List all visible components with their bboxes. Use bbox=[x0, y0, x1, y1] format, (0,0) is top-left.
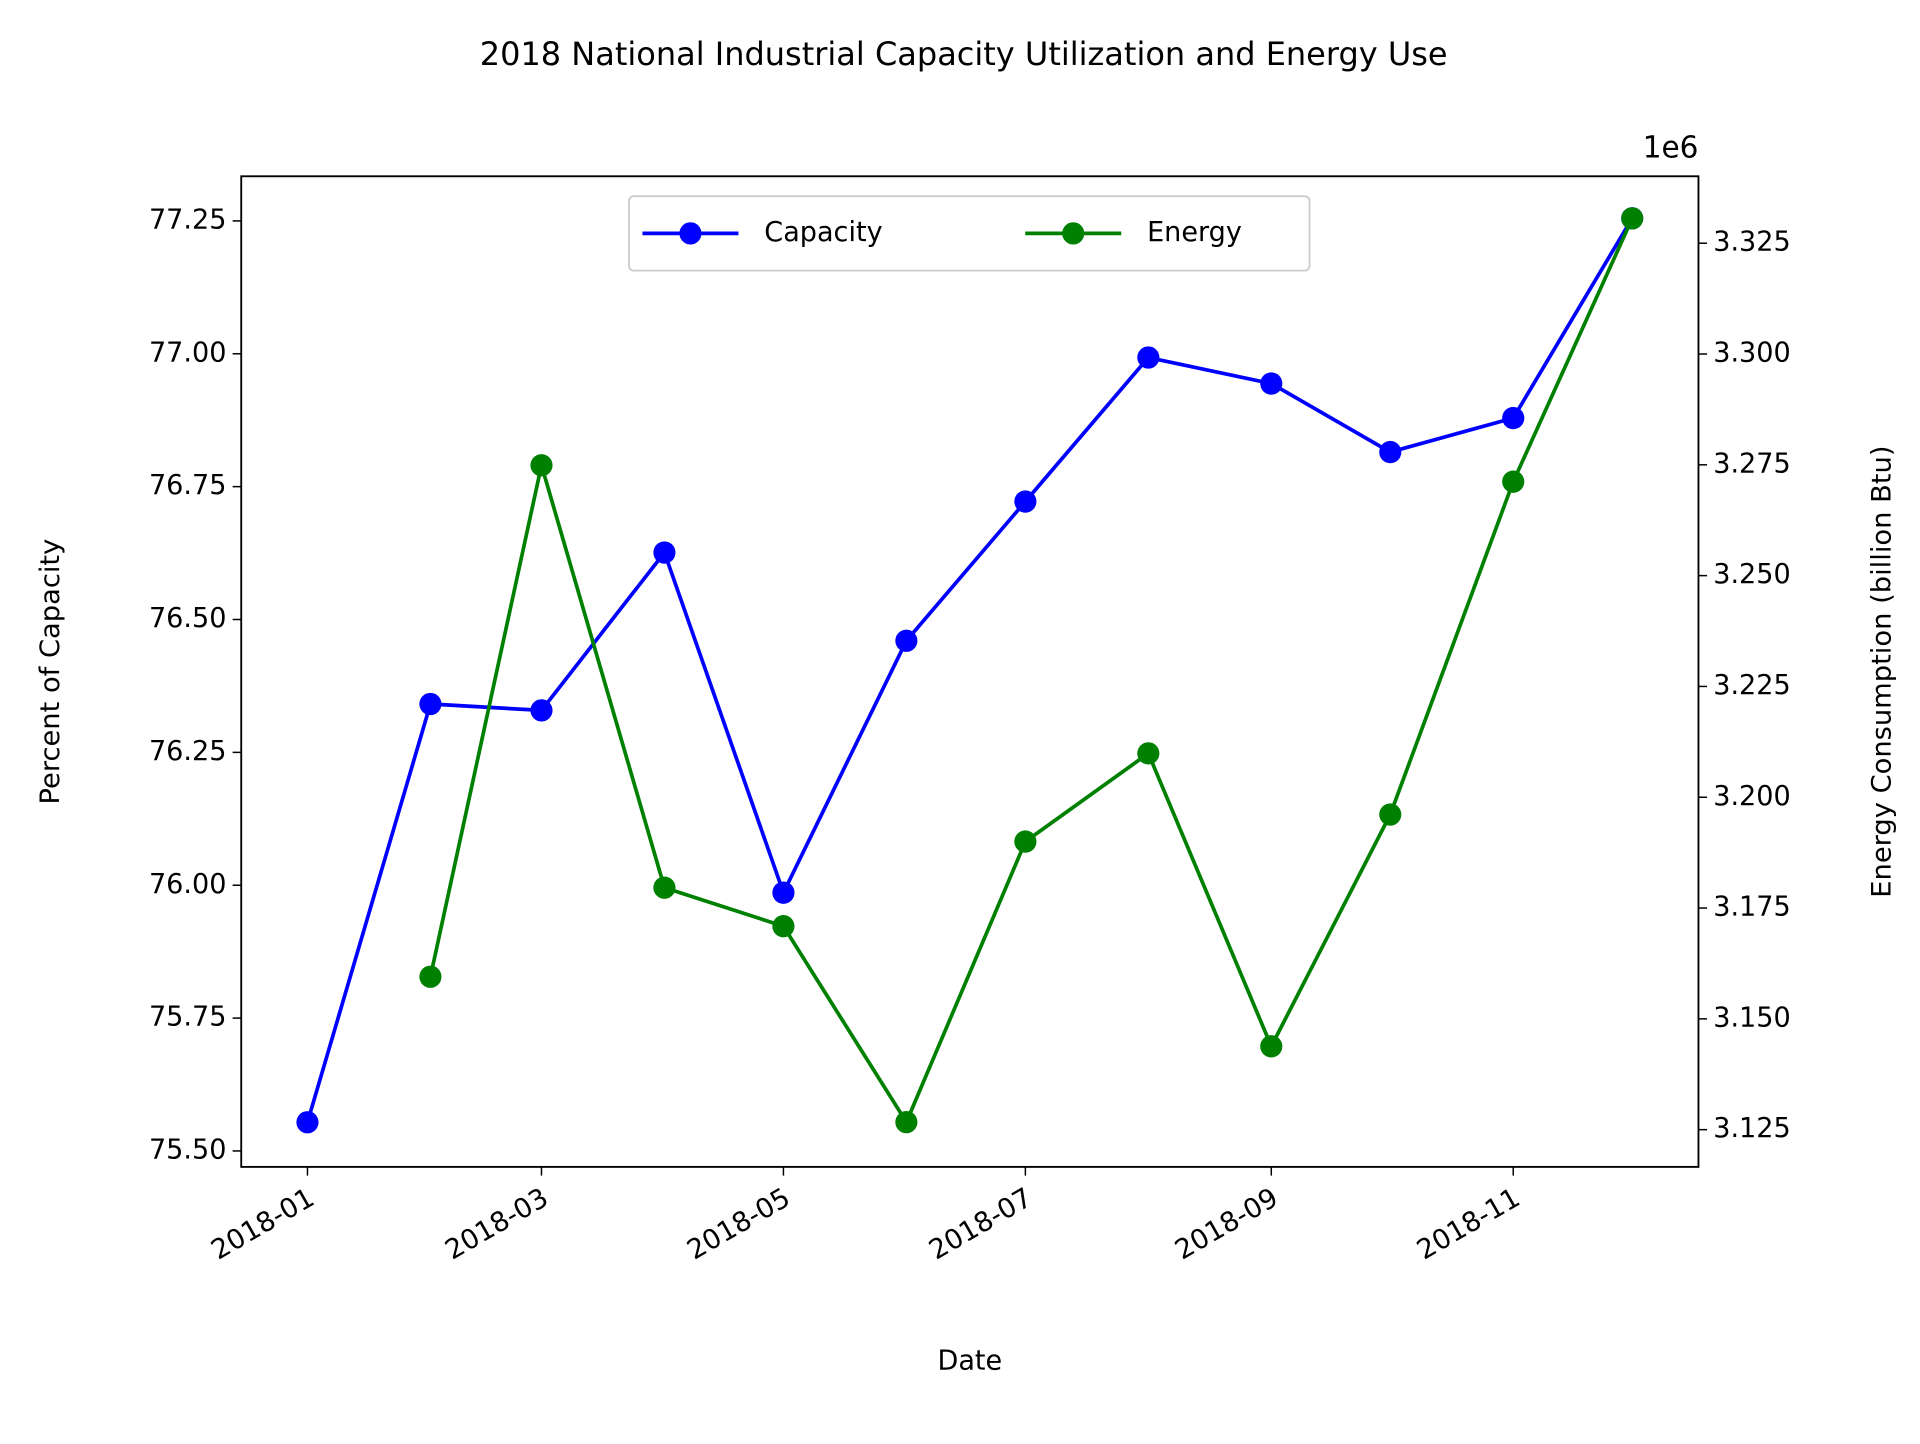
data-point bbox=[772, 881, 795, 904]
plot-frame bbox=[240, 175, 1700, 1168]
data-point bbox=[1014, 490, 1037, 513]
y2-tick-label: 3.150 bbox=[1713, 1002, 1791, 1033]
data-point bbox=[895, 1110, 918, 1134]
y2-tick-label: 3.300 bbox=[1713, 337, 1791, 368]
data-point bbox=[1379, 803, 1402, 826]
y-tick-label: 77.25 bbox=[149, 204, 227, 235]
y2-tick-label: 3.325 bbox=[1713, 227, 1791, 258]
chart-title: 2018 National Industrial Capacity Utiliz… bbox=[480, 35, 1448, 73]
data-point bbox=[1379, 440, 1402, 464]
x-tick-label: 2018-05 bbox=[682, 1182, 795, 1266]
data-point bbox=[653, 541, 676, 564]
data-point bbox=[1014, 830, 1037, 853]
x-tick-label: 2018-09 bbox=[1170, 1182, 1283, 1266]
series-line bbox=[305, 217, 1634, 1123]
y2-tick-label: 3.250 bbox=[1713, 559, 1791, 590]
y-tick-label: 76.25 bbox=[149, 736, 227, 767]
data-point bbox=[1137, 346, 1160, 369]
data-point bbox=[1621, 207, 1644, 230]
data-point bbox=[772, 915, 795, 938]
legend-marker bbox=[679, 222, 702, 245]
y-tick-label: 76.75 bbox=[149, 470, 227, 501]
legend-label: Energy bbox=[1147, 217, 1242, 248]
x-tick-label: 2018-03 bbox=[440, 1182, 553, 1266]
y2-tick-label: 3.125 bbox=[1713, 1113, 1791, 1144]
data-point bbox=[530, 699, 553, 722]
y-tick-label: 75.50 bbox=[149, 1134, 227, 1165]
y-tick-label: 77.00 bbox=[149, 337, 227, 368]
y2-tick-label: 3.175 bbox=[1713, 891, 1791, 922]
legend-marker bbox=[1062, 222, 1085, 245]
data-point bbox=[895, 629, 918, 652]
series-line bbox=[428, 217, 1634, 1127]
data-point bbox=[296, 1111, 319, 1134]
x-tick-label: 2018-07 bbox=[924, 1182, 1037, 1266]
data-point bbox=[1137, 742, 1160, 765]
data-point bbox=[1260, 372, 1283, 395]
y-tick-label: 75.75 bbox=[149, 1002, 227, 1033]
data-point bbox=[1260, 1035, 1283, 1058]
y-tick-label: 76.00 bbox=[149, 869, 227, 900]
y-axis-label: Percent of Capacity bbox=[35, 539, 66, 805]
data-point bbox=[1502, 406, 1525, 430]
y2-tick-label: 3.200 bbox=[1713, 781, 1791, 812]
data-point bbox=[419, 965, 442, 988]
x-axis-label: Date bbox=[937, 1345, 1002, 1376]
data-point bbox=[1502, 470, 1525, 493]
y2-offset-text: 1e6 bbox=[1643, 129, 1699, 164]
y2-tick-label: 3.225 bbox=[1713, 670, 1791, 701]
y-tick-label: 76.50 bbox=[149, 603, 227, 634]
data-point bbox=[653, 876, 676, 899]
data-point bbox=[530, 454, 553, 477]
x-tick-label: 2018-11 bbox=[1412, 1182, 1525, 1266]
y2-tick-label: 3.275 bbox=[1713, 448, 1791, 479]
x-tick-label: 2018-01 bbox=[206, 1182, 319, 1266]
y2-axis-label: Energy Consumption (billion Btu) bbox=[1867, 445, 1898, 897]
data-point bbox=[419, 692, 442, 716]
legend-box bbox=[628, 195, 1311, 272]
legend-label: Capacity bbox=[764, 217, 882, 248]
